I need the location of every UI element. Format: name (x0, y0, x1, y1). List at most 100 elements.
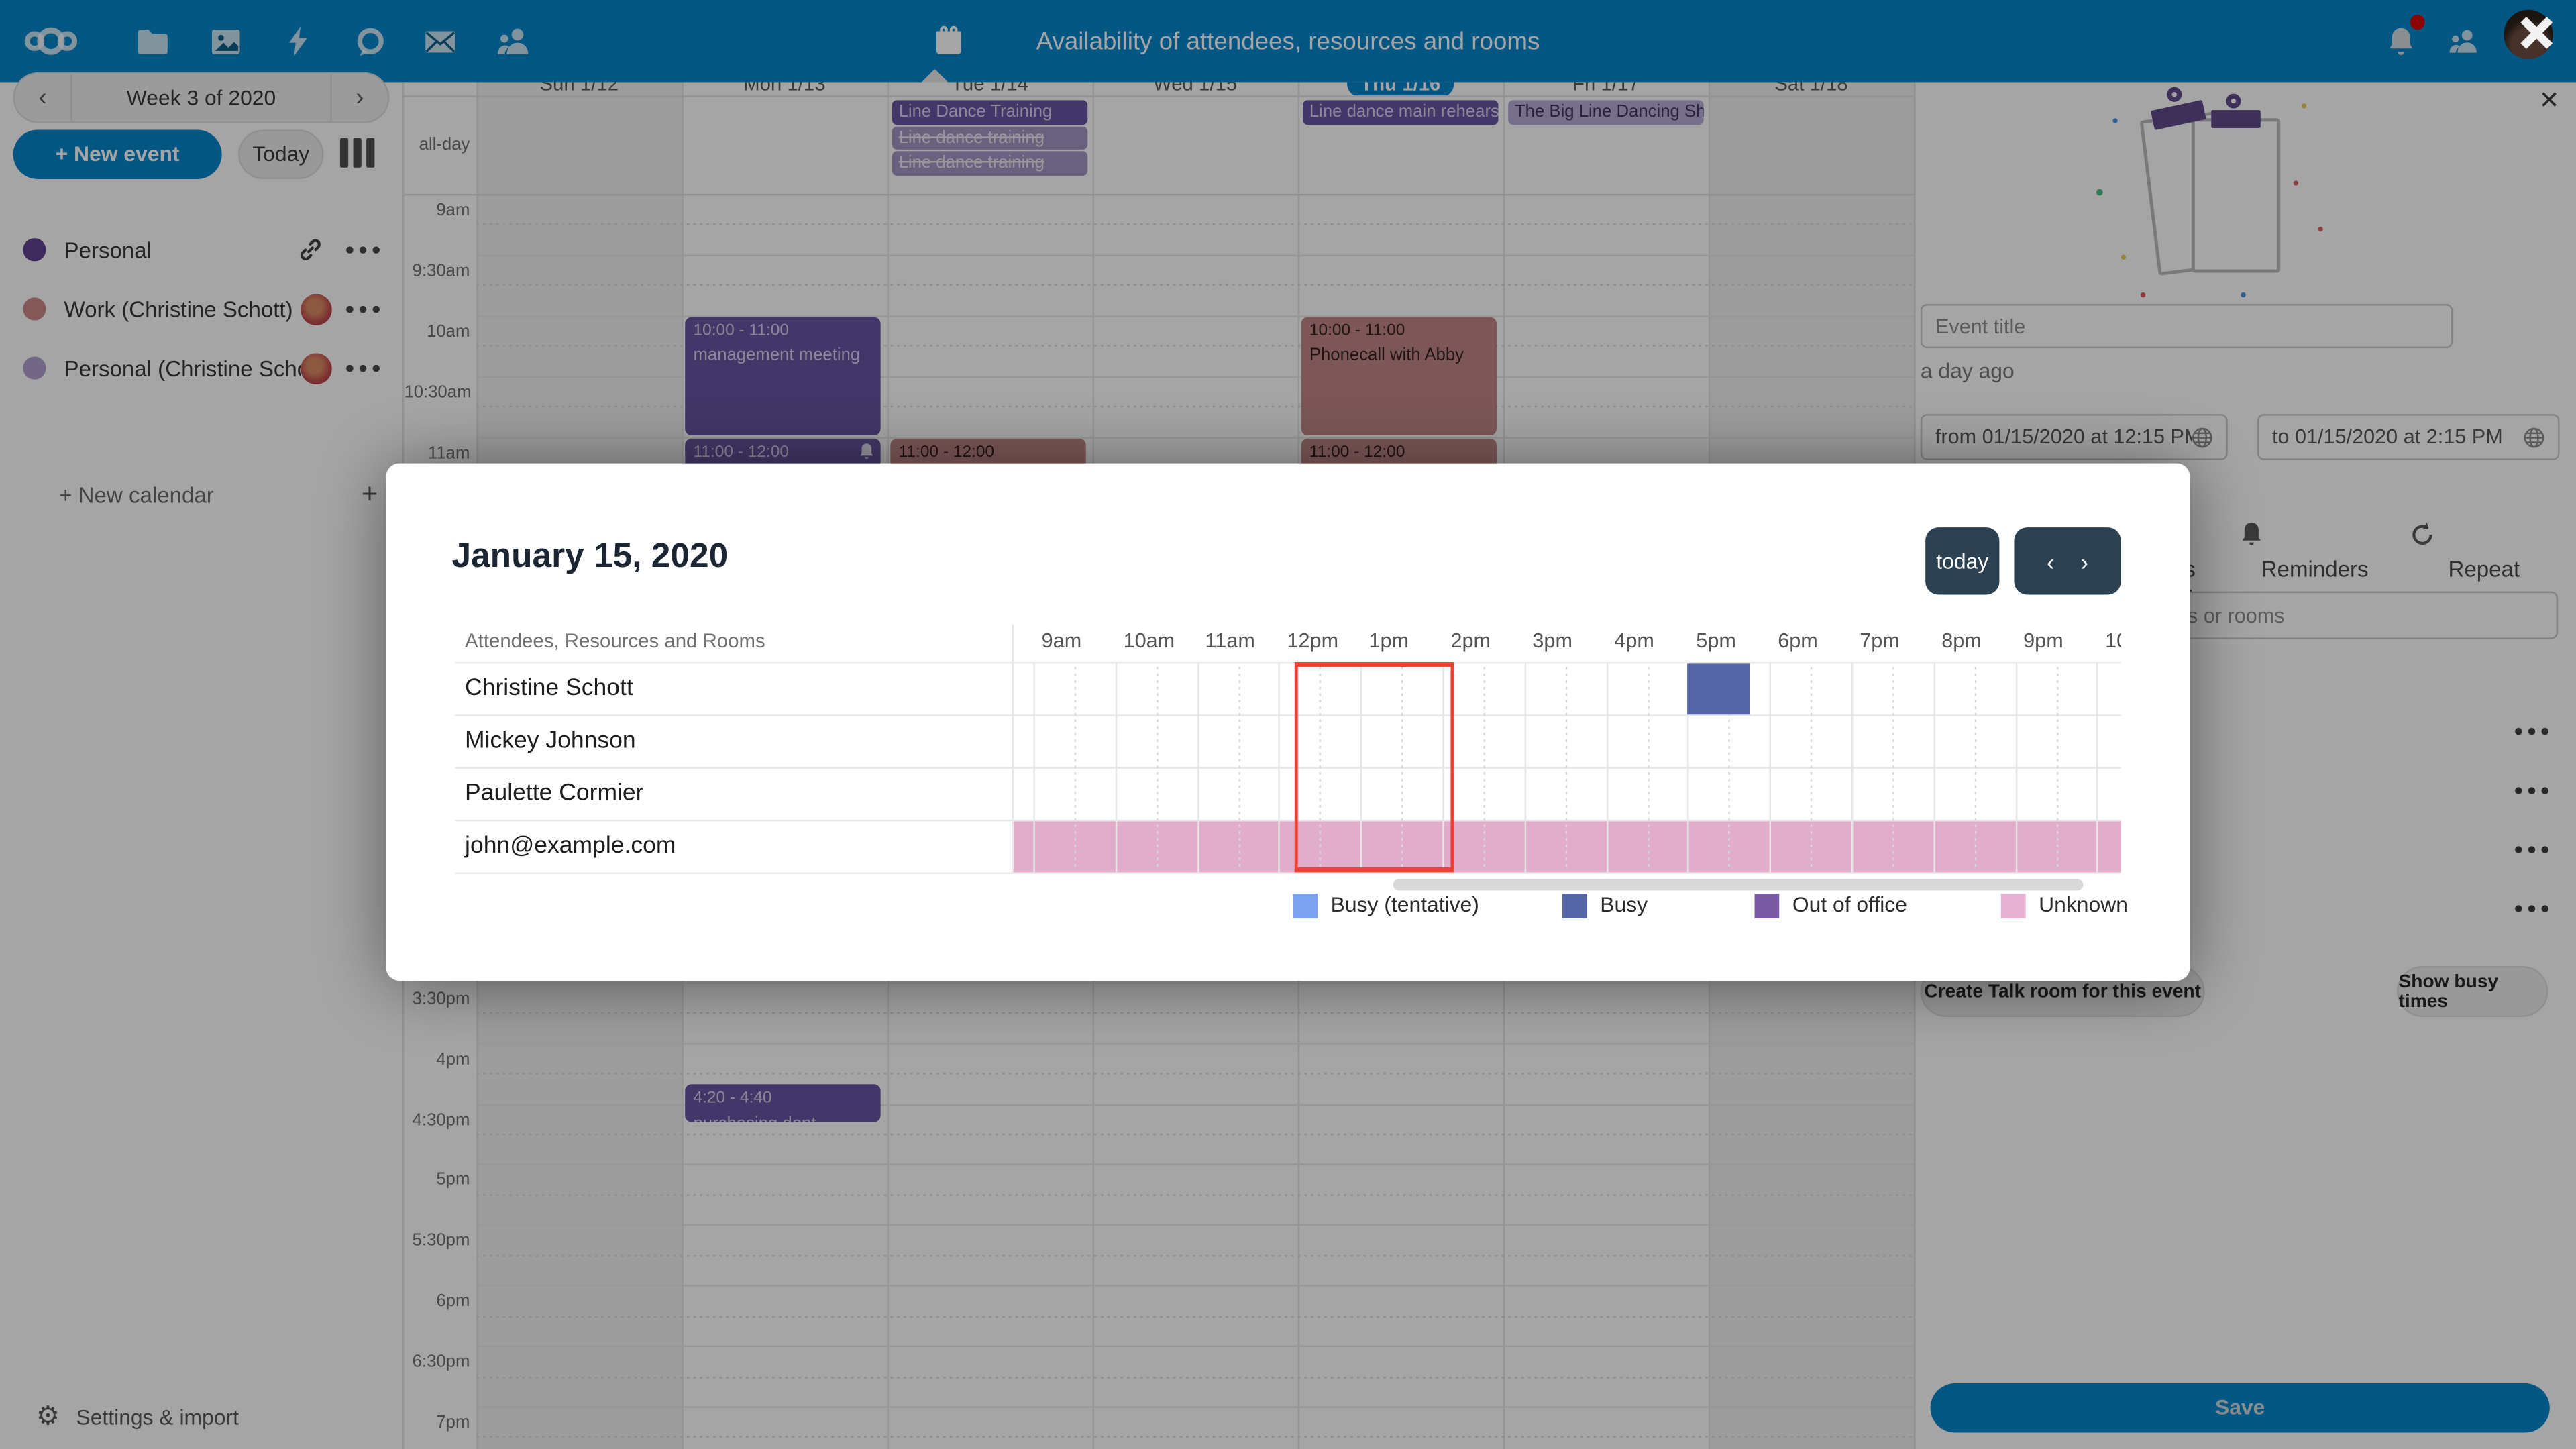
attendee-name: john@example.com (465, 833, 676, 859)
day-header[interactable]: Tue 1/14 (887, 82, 1092, 97)
day-header-label: Fri 1/17 (1572, 82, 1640, 95)
grid-line-30min (476, 436, 1915, 438)
previous-week-icon[interactable]: ‹ (38, 83, 47, 112)
event-time: 4:20 - 4:40 (693, 1089, 772, 1108)
attendee-options-menu[interactable]: ●●● (2513, 841, 2554, 859)
hour-label: 7pm (1860, 629, 1900, 653)
grid-line-15min (476, 345, 1915, 347)
hour-grid-line (2015, 661, 2017, 873)
day-header[interactable]: Thu 1/16 (1298, 82, 1503, 97)
time-gutter-label: 7pm (436, 1413, 470, 1433)
hour-label: 12pm (1287, 629, 1339, 653)
allday-event[interactable]: Line Dance Training (892, 100, 1088, 124)
attendee-options-menu[interactable]: ●●● (2513, 900, 2554, 918)
event-from-input[interactable]: from 01/15/2020 at 12:15 PM (1920, 414, 2228, 460)
calendar-actions-menu[interactable]: ●●● (344, 240, 385, 259)
timezone-globe-icon[interactable] (2524, 427, 2545, 448)
day-header[interactable]: Wed 1/15 (1093, 82, 1298, 97)
plus-icon: + (361, 478, 378, 510)
next-week-icon[interactable]: › (356, 83, 364, 112)
allday-event[interactable]: Line dance training (892, 125, 1088, 150)
event-title-input[interactable]: Event title (1920, 304, 2453, 349)
show-busy-times-button[interactable]: Show busy times (2397, 966, 2548, 1017)
mail-icon[interactable] (413, 13, 468, 69)
half-hour-dotted-line (1401, 667, 1403, 868)
attendee-options-menu[interactable]: ●●● (2513, 722, 2554, 741)
hour-label: 9pm (2023, 629, 2063, 653)
hour-label: 1pm (1368, 629, 1409, 653)
availability-modal: January 15, 2020 today ‹ › Attendees, Re… (386, 463, 2190, 981)
day-header[interactable]: Sun 1/12 (476, 82, 682, 97)
calendar-app-icon[interactable] (920, 13, 975, 69)
grid-line-15min (476, 1012, 1915, 1014)
tab-repeat[interactable]: Repeat (2410, 522, 2558, 582)
calendar-event[interactable]: 10:00 - 11:00 management meeting (685, 317, 881, 435)
grid-scrollbar[interactable] (1393, 879, 2084, 891)
grid-row-border (455, 661, 2121, 664)
week-view-mode-icon[interactable] (339, 138, 375, 168)
grid-row-border (455, 872, 2121, 874)
files-icon[interactable] (125, 13, 180, 69)
half-hour-dotted-line (1074, 667, 1076, 868)
calendar-event[interactable]: 10:00 - 11:00 Phonecall with Abby (1301, 317, 1497, 435)
notification-badge (2410, 15, 2425, 30)
selection-box[interactable] (1295, 661, 1455, 873)
calendar-actions-menu[interactable]: ●●● (344, 359, 385, 378)
activity-icon[interactable] (270, 13, 325, 69)
new-event-button[interactable]: + New event (13, 129, 222, 179)
modal-close-icon[interactable] (2510, 7, 2563, 59)
settings-import-button[interactable]: ⚙ Settings & import (0, 1397, 404, 1436)
next-day-icon[interactable]: › (2080, 547, 2089, 574)
talk-icon[interactable] (341, 13, 397, 69)
day-header[interactable]: Sat 1/18 (1709, 82, 1914, 97)
event-time: 11:00 - 12:00 (898, 443, 995, 462)
calendar-actions-menu[interactable]: ●●● (344, 299, 385, 318)
contacts-app-icon[interactable] (484, 13, 540, 69)
user-avatar[interactable] (2504, 9, 2553, 60)
time-gutter-label: 4pm (436, 1049, 470, 1069)
allday-event[interactable]: The Big Line Dancing Show (1508, 100, 1704, 124)
new-calendar-button[interactable]: + New calendar + (0, 470, 404, 519)
hour-label: 2pm (1450, 629, 1491, 653)
grid-line-15min (476, 406, 1915, 408)
hour-grid-line (1933, 661, 1935, 873)
week-navigation: ‹ Week 3 of 2020 › (13, 72, 390, 123)
time-gutter-label: 10am (427, 321, 470, 341)
event-to-input[interactable]: to 01/15/2020 at 2:15 PM (2257, 414, 2560, 460)
tab-reminders[interactable]: Reminders (2241, 522, 2388, 582)
event-time: 10:00 - 11:00 (1309, 321, 1405, 340)
half-hour-dotted-line (1811, 667, 1813, 868)
today-button[interactable]: Today (238, 129, 324, 179)
legend-label: Out of office (1792, 892, 1907, 917)
calendar-item[interactable]: Personal (Christine Scho… ●●● (0, 338, 404, 397)
calendar-item[interactable]: Personal ●●● (0, 220, 404, 279)
modal-today-button[interactable]: today (1925, 527, 2000, 595)
hour-grid-line (2096, 661, 2099, 873)
allday-event[interactable]: Line dance main rehearsal (1303, 100, 1499, 124)
attendee-options-menu[interactable]: ●●● (2513, 782, 2554, 800)
panel-close-icon[interactable]: ✕ (2538, 87, 2560, 115)
day-header[interactable]: Fri 1/17 (1503, 82, 1709, 97)
contacts-menu-icon[interactable] (2434, 13, 2490, 69)
half-hour-dotted-line (1483, 667, 1485, 868)
hour-label: 10pm (2105, 629, 2121, 653)
share-link-icon[interactable] (299, 238, 321, 261)
notifications-bell-icon[interactable] (2372, 13, 2428, 69)
hour-grid-line (1770, 661, 1772, 873)
time-gutter-label: 6pm (436, 1291, 470, 1311)
hour-label: 11am (1205, 629, 1255, 653)
availability-grid: Attendees, Resources and Rooms 9am 10am 11… (455, 624, 2121, 904)
hour-grid-line (1279, 661, 1281, 873)
timezone-globe-icon[interactable] (2192, 427, 2213, 448)
calendar-event[interactable]: 4:20 - 4:40 purchasing dept (685, 1084, 881, 1122)
day-header[interactable]: Mon 1/13 (682, 82, 887, 97)
grid-line-30min (476, 315, 1915, 317)
calendar-item[interactable]: Work (Christine Schott) ●●● (0, 279, 404, 338)
calendar-color-dot (23, 238, 46, 262)
week-label[interactable]: Week 3 of 2020 (70, 74, 332, 122)
allday-event[interactable]: Line dance training (892, 152, 1088, 176)
nextcloud-logo[interactable] (23, 13, 78, 69)
save-button[interactable]: Save (1930, 1383, 2550, 1433)
previous-day-icon[interactable]: ‹ (2047, 547, 2055, 574)
photos-icon[interactable] (197, 13, 253, 69)
